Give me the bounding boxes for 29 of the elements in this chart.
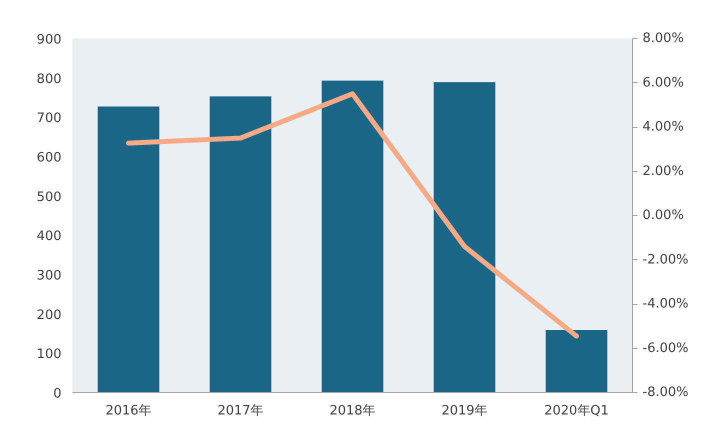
x-tick-label: 2018年 [329,404,376,418]
y-tick-label: 200 [36,308,62,323]
y-tick-label: 800 [36,72,62,87]
y2-tick-label: 6.00% [642,75,684,90]
x-tick-label: 2020年Q1 [544,404,609,418]
y2-tick-label: -2.00% [642,252,688,268]
y2-tick-label: 4.00% [642,120,684,134]
y2-tick-label: 2.00% [642,164,684,179]
y-tick-label: 900 [36,32,62,48]
bar [434,82,496,392]
y-tick-label: 600 [36,150,62,166]
y-tick-label: 500 [36,190,62,205]
y-tick-label: 100 [36,347,62,362]
bar [210,96,272,392]
bar [546,330,608,392]
x-tick-label: 2016年 [105,404,152,418]
y-tick-label: 300 [36,268,62,284]
x-tick-label: 2017年 [217,404,264,418]
y2-tick-label: -8.00% [642,385,688,400]
y2-tick-label: 0.00% [642,208,684,223]
bar [98,106,160,392]
y2-tick-label: -6.00% [642,340,688,356]
y-tick-label: 0 [53,386,62,402]
y2-tick-label: 8.00% [642,31,684,46]
y-tick-label: 700 [36,111,62,126]
x-tick-label: 2019年 [441,404,488,418]
y2-tick-label: -4.00% [642,296,688,312]
y-tick-label: 400 [36,229,62,244]
bar [322,80,384,392]
